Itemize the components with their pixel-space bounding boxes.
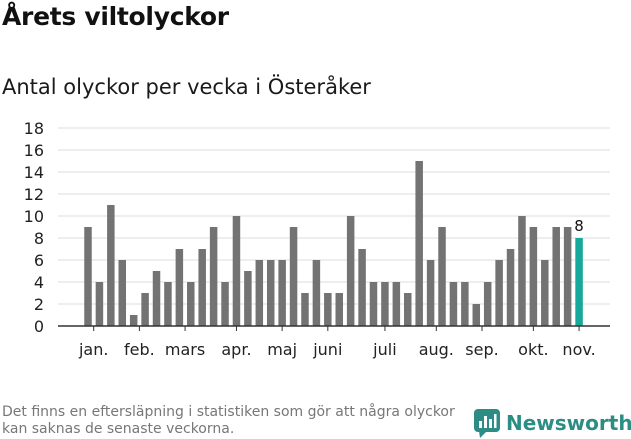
bar (255, 260, 264, 326)
bar (152, 271, 161, 326)
bar (541, 260, 549, 326)
bar (381, 282, 389, 326)
bar (563, 227, 572, 326)
bar (95, 282, 104, 326)
bar (335, 293, 343, 326)
bar (369, 282, 378, 326)
bar (244, 271, 252, 326)
x-tick-label: feb. (124, 340, 155, 359)
newsworthy-logo-icon (474, 408, 500, 438)
x-tick-label: aug. (419, 340, 454, 359)
bar (518, 216, 526, 326)
x-tick-label: sep. (465, 340, 498, 359)
bar (449, 282, 458, 326)
x-tick-label: jan. (78, 340, 108, 359)
bar (312, 260, 321, 326)
bar (164, 282, 172, 326)
bar (404, 293, 412, 326)
bar (107, 205, 115, 326)
bar (472, 304, 481, 326)
bar (278, 260, 286, 326)
bar (209, 227, 218, 326)
bar (495, 260, 503, 326)
x-tick-label: mars (165, 340, 205, 359)
y-tick-label: 14 (24, 163, 44, 182)
bar (392, 282, 401, 326)
y-tick-label: 8 (34, 229, 44, 248)
x-tick-label: juni (312, 340, 342, 359)
x-tick-label: nov. (562, 340, 595, 359)
chart-subtitle: Antal olyckor per vecka i Österåker (2, 75, 371, 99)
bars: 8 (84, 161, 584, 326)
bar (483, 282, 492, 326)
bar (346, 216, 355, 326)
y-tick-label: 10 (24, 207, 44, 226)
bar (506, 249, 515, 326)
bar (301, 293, 309, 326)
bar (358, 249, 366, 326)
bar (324, 293, 332, 326)
bar (415, 161, 423, 326)
y-tick-label: 4 (34, 273, 44, 292)
bar (129, 315, 138, 326)
x-tick-label: apr. (221, 340, 251, 359)
y-tick-label: 18 (24, 119, 44, 138)
bar (118, 260, 127, 326)
brand-logo[interactable]: Newsworthy (474, 408, 631, 438)
bar (266, 260, 275, 326)
bar (175, 249, 184, 326)
y-axis-ticks: 0 2 4 6 8 10 12 14 16 18 (24, 119, 44, 336)
y-tick-label: 0 (34, 317, 44, 336)
bar (187, 282, 195, 326)
footnote: Det finns en eftersläpning i statistiken… (2, 404, 455, 437)
bar (461, 282, 469, 326)
bar (141, 293, 149, 326)
y-tick-label: 16 (24, 141, 44, 160)
bar (232, 216, 241, 326)
x-axis-ticks: jan. feb. mars apr. maj juni juli aug. sep. okt. n… (78, 326, 596, 359)
y-tick-label: 2 (34, 295, 44, 314)
bar-highlight (575, 238, 583, 326)
x-tick-label: maj (267, 340, 297, 359)
bar (84, 227, 92, 326)
bar (529, 227, 538, 326)
gridlines (58, 127, 610, 305)
x-tick-label: okt. (518, 340, 548, 359)
bar-data-label: 8 (574, 217, 584, 235)
bar-chart: 0 2 4 6 8 10 12 14 16 18 8 jan. feb. mars apr. maj jun… (24, 119, 610, 359)
bar (426, 260, 435, 326)
bar (198, 249, 206, 326)
bar (438, 227, 446, 326)
x-tick-label: juli (372, 340, 396, 359)
y-tick-label: 6 (34, 251, 44, 270)
bar (552, 227, 560, 326)
brand-name: Newsworthy (506, 411, 631, 435)
bar (221, 282, 229, 326)
chart-title: Årets viltolyckor (2, 2, 229, 31)
y-tick-label: 12 (24, 185, 44, 204)
bar (289, 227, 298, 326)
